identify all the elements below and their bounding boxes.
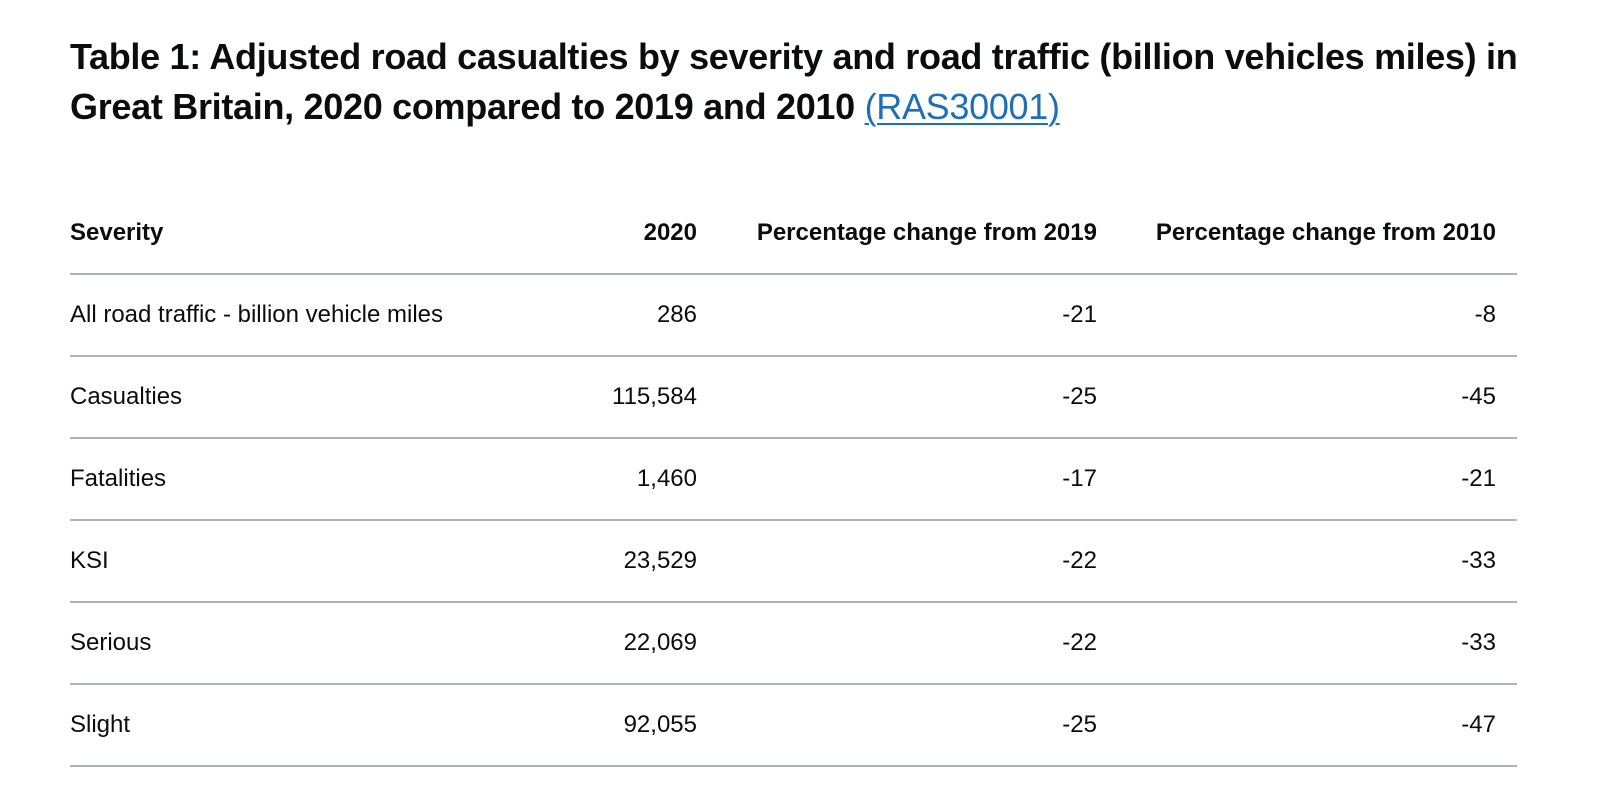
table-row: KSI 23,529 -22 -33 (70, 520, 1517, 603)
cell-severity: All road traffic - billion vehicle miles (70, 274, 612, 357)
cell-severity: Casualties (70, 356, 612, 439)
cell-2020: 286 (612, 274, 717, 357)
cell-change-2010: -47 (1116, 684, 1517, 767)
cell-change-2019: -21 (716, 274, 1117, 357)
header-change-2019: Percentage change from 2019 (716, 192, 1117, 275)
cell-2020: 92,055 (612, 684, 717, 767)
cell-2020: 115,584 (612, 356, 717, 439)
header-severity: Severity (70, 192, 612, 275)
cell-change-2010: -8 (1116, 274, 1517, 357)
casualties-table: Severity 2020 Percentage change from 201… (70, 192, 1517, 767)
cell-change-2010: -33 (1116, 520, 1517, 603)
table-row: Serious 22,069 -22 -33 (70, 602, 1517, 685)
table-row: All road traffic - billion vehicle miles… (70, 274, 1517, 357)
cell-severity: Serious (70, 602, 612, 685)
cell-2020: 23,529 (612, 520, 717, 603)
cell-change-2019: -25 (716, 356, 1117, 439)
ras30001-link[interactable]: (RAS30001) (864, 86, 1060, 127)
cell-change-2019: -22 (716, 602, 1117, 685)
header-2020: 2020 (612, 192, 717, 275)
table-title-text: Table 1: Adjusted road casualties by sev… (70, 36, 1518, 127)
cell-change-2019: -25 (716, 684, 1117, 767)
cell-change-2010: -21 (1116, 438, 1517, 521)
cell-severity: Fatalities (70, 438, 612, 521)
table-row: Fatalities 1,460 -17 -21 (70, 438, 1517, 521)
cell-change-2019: -22 (716, 520, 1117, 603)
table-title: Table 1: Adjusted road casualties by sev… (70, 32, 1520, 132)
cell-change-2019: -17 (716, 438, 1117, 521)
cell-2020: 22,069 (612, 602, 717, 685)
header-change-2010: Percentage change from 2010 (1116, 192, 1517, 275)
table-row: Casualties 115,584 -25 -45 (70, 356, 1517, 439)
table-header-row: Severity 2020 Percentage change from 201… (70, 192, 1517, 275)
cell-change-2010: -45 (1116, 356, 1517, 439)
cell-change-2010: -33 (1116, 602, 1517, 685)
cell-2020: 1,460 (612, 438, 717, 521)
cell-severity: KSI (70, 520, 612, 603)
cell-severity: Slight (70, 684, 612, 767)
table-row: Slight 92,055 -25 -47 (70, 684, 1517, 767)
